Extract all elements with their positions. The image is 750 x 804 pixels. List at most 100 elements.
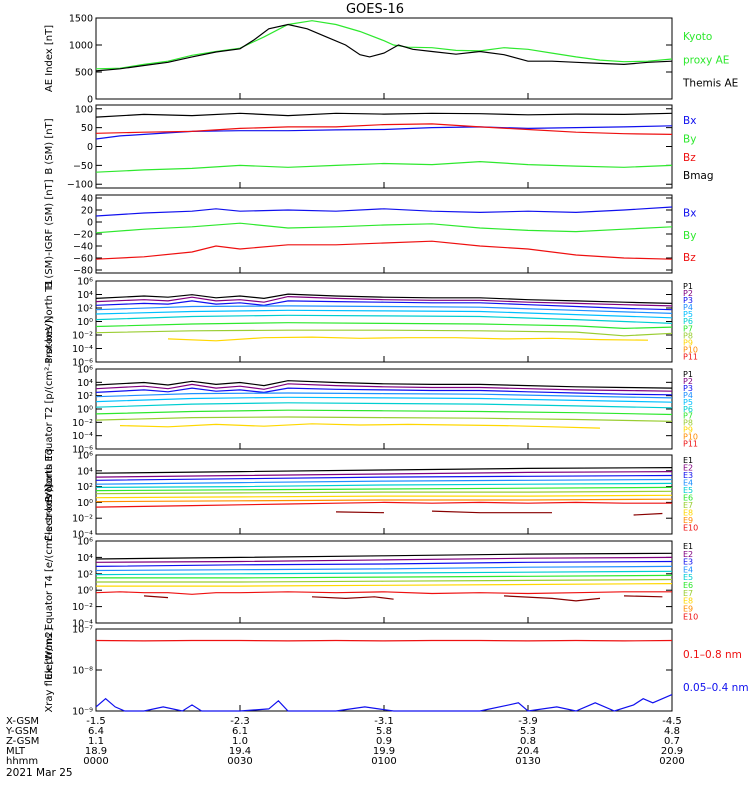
y-tick-label: 10⁴ — [77, 378, 93, 389]
series-line — [96, 241, 672, 259]
y-tick-label: 10⁶ — [77, 365, 93, 376]
y-tick-label: 50 — [81, 123, 93, 134]
series-line — [96, 571, 672, 574]
y-tick-label: 10² — [77, 304, 93, 315]
coord-value: 0130 — [515, 756, 540, 767]
date-label: 2021 Mar 25 — [6, 767, 73, 779]
legend-entry: E10 — [683, 612, 698, 621]
y-tick-label: 10⁻⁴ — [72, 344, 93, 355]
series-line — [432, 511, 552, 513]
series-line — [96, 592, 672, 595]
coord-value: 0000 — [83, 756, 108, 767]
series-line — [96, 495, 672, 497]
y-tick-label: −80 — [73, 266, 93, 277]
coord-value: 0100 — [371, 756, 396, 767]
y-tick-label: 20 — [81, 206, 93, 217]
y-tick-label: 10⁻⁷ — [72, 625, 93, 636]
series-line — [624, 596, 662, 597]
series-line — [96, 21, 672, 69]
series-line — [96, 397, 672, 402]
legend-entry: Themis AE — [682, 77, 738, 89]
series-line — [144, 596, 168, 598]
series-line — [120, 424, 600, 428]
y-tick-label: 0 — [87, 218, 93, 229]
y-tick-label: −20 — [73, 230, 93, 241]
y-tick-label: 10⁻² — [72, 602, 93, 613]
series-line — [634, 514, 663, 516]
series-line — [312, 597, 394, 599]
y-tick-label: 500 — [75, 68, 93, 79]
y-tick-label: 10⁻⁸ — [72, 666, 93, 677]
y-tick-label: 10⁻⁴ — [72, 431, 93, 442]
legend-entry: 0.1–0.8 nm — [683, 649, 742, 661]
y-tick-label: 10⁶ — [77, 451, 93, 462]
series-line — [96, 223, 672, 233]
y-axis-label: AE Index [nT] — [44, 25, 55, 92]
series-line — [96, 113, 672, 117]
series-line — [504, 596, 600, 601]
y-tick-label: 10⁶ — [77, 277, 93, 288]
legend-entry: P11 — [683, 440, 698, 449]
series-line — [96, 417, 672, 421]
y-tick-label: 10⁰ — [77, 317, 93, 328]
chart-title: GOES-16 — [346, 2, 404, 17]
y-tick-label: 10⁴ — [77, 466, 93, 477]
y-tick-label: 10² — [77, 569, 93, 580]
y-axis-label: B (SM) [nT] — [44, 118, 55, 174]
y-tick-label: 10² — [77, 391, 93, 402]
legend-entry: By — [683, 133, 696, 145]
panel-frame — [96, 369, 672, 449]
legend-entry: Kyoto — [683, 31, 712, 43]
panel-frame — [96, 455, 672, 534]
series-line — [96, 315, 672, 323]
series-line — [96, 487, 672, 490]
legend-entry: Bz — [683, 252, 696, 264]
y-tick-label: −40 — [73, 242, 93, 253]
series-line — [96, 566, 672, 570]
y-tick-label: −50 — [73, 161, 93, 172]
y-tick-label: 10⁶ — [77, 537, 93, 548]
y-tick-label: −100 — [67, 180, 93, 191]
y-axis-label: B (SM)-IGRF (SM) [nT] — [44, 179, 55, 288]
series-line — [96, 483, 672, 487]
series-line — [96, 575, 672, 578]
series-line — [96, 499, 672, 501]
series-line — [96, 25, 672, 71]
legend-entry: Bmag — [683, 170, 714, 182]
y-tick-label: 0 — [87, 142, 93, 153]
legend-entry: Bx — [683, 208, 696, 220]
y-tick-label: 10⁻² — [72, 418, 93, 429]
y-tick-label: 10⁴ — [77, 553, 93, 564]
series-line — [96, 584, 672, 587]
legend-entry: 0.05–0.4 nm — [683, 682, 749, 694]
series-line — [96, 410, 672, 414]
legend-entry: E10 — [683, 524, 698, 533]
series-line — [96, 403, 672, 408]
legend-entry: proxy AE — [683, 54, 729, 66]
panel-frame — [96, 281, 672, 362]
y-tick-label: 10⁻² — [72, 514, 93, 525]
series-line — [96, 580, 672, 583]
series-line — [96, 491, 672, 493]
y-tick-label: 10⁴ — [77, 290, 93, 301]
y-tick-label: 1500 — [69, 14, 93, 25]
panel-frame — [96, 195, 672, 273]
series-line — [96, 323, 672, 329]
series-line — [96, 207, 672, 216]
legend-entry: Bx — [683, 115, 696, 127]
series-line — [168, 337, 648, 341]
series-line — [96, 301, 672, 310]
y-tick-label: 10⁻² — [72, 331, 93, 342]
legend-entry: P11 — [683, 352, 698, 361]
y-tick-label: −60 — [73, 254, 93, 265]
y-tick-label: 10² — [77, 482, 93, 493]
